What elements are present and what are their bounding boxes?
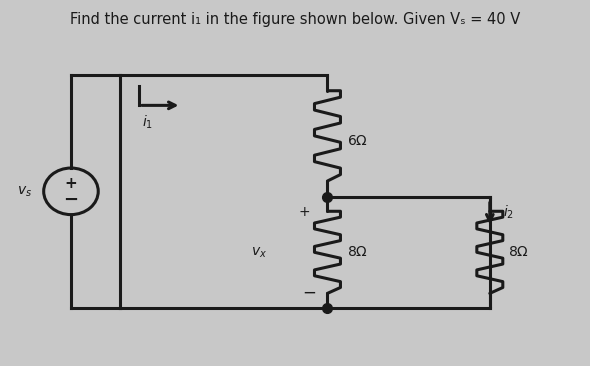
Text: $v_x$: $v_x$ xyxy=(251,245,267,259)
Text: 8$\Omega$: 8$\Omega$ xyxy=(508,245,529,259)
Text: 6$\Omega$: 6$\Omega$ xyxy=(347,134,368,148)
Text: Find the current i₁ in the figure shown below. Given Vₛ = 40 V: Find the current i₁ in the figure shown … xyxy=(70,12,520,27)
Text: −: − xyxy=(302,283,316,301)
Text: 8$\Omega$: 8$\Omega$ xyxy=(347,245,368,259)
Text: −: − xyxy=(63,191,78,209)
Text: +: + xyxy=(299,205,310,219)
Text: $i_2$: $i_2$ xyxy=(503,204,514,221)
Text: $i_1$: $i_1$ xyxy=(142,113,153,131)
Text: +: + xyxy=(64,176,77,190)
Text: $v_s$: $v_s$ xyxy=(17,184,32,198)
